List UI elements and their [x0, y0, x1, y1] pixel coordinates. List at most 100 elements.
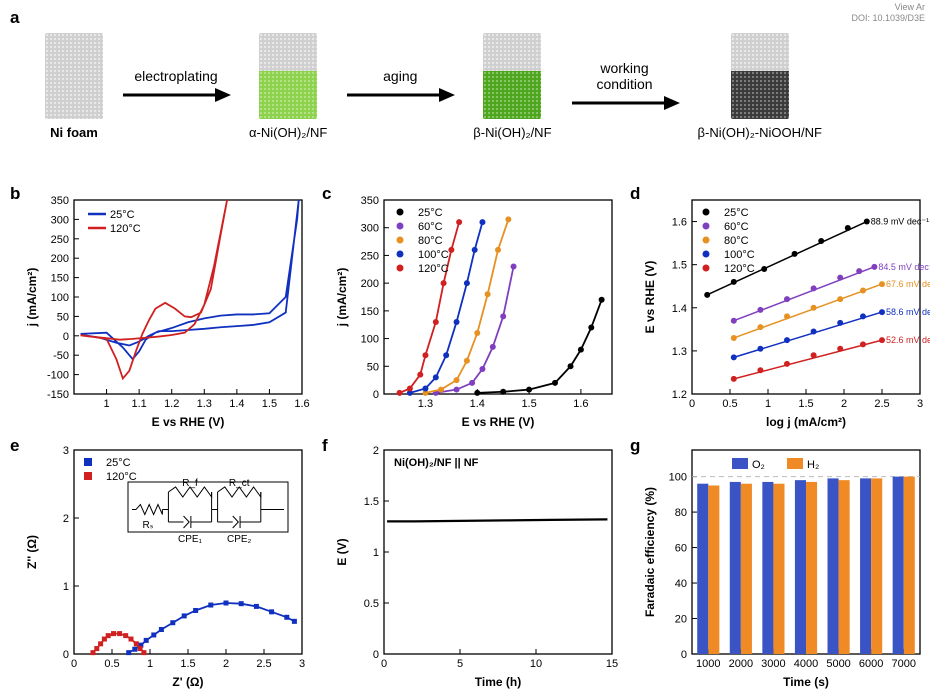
svg-text:120°C: 120°C — [418, 263, 449, 275]
arrow-label: aging — [383, 68, 417, 84]
svg-text:Faradaic efficiency (%): Faradaic efficiency (%) — [643, 487, 657, 617]
svg-text:7000: 7000 — [891, 658, 915, 670]
svg-text:H₂: H₂ — [807, 459, 819, 471]
svg-text:350: 350 — [361, 195, 379, 207]
svg-text:120°C: 120°C — [106, 471, 137, 483]
svg-text:1.5: 1.5 — [672, 260, 687, 272]
svg-text:60°C: 60°C — [724, 221, 749, 233]
svg-text:O₂: O₂ — [752, 459, 765, 471]
svg-text:Time (h): Time (h) — [475, 675, 521, 689]
label-b: b — [10, 184, 20, 204]
svg-text:1.2: 1.2 — [164, 398, 179, 410]
svg-text:250: 250 — [51, 234, 69, 246]
label-e: e — [10, 436, 19, 456]
arrow-2: working condition — [570, 60, 680, 112]
svg-text:25°C: 25°C — [724, 207, 749, 219]
svg-text:120°C: 120°C — [110, 223, 141, 235]
panel-e-chart: 00.511.522.530123Z' (Ω)Z'' (Ω)25°C120°CR… — [22, 440, 312, 690]
sample-1: α-Ni(OH)₂/NF — [249, 33, 327, 140]
svg-text:2: 2 — [223, 658, 229, 670]
svg-text:40: 40 — [675, 578, 687, 590]
svg-text:100: 100 — [361, 334, 379, 346]
svg-text:R_ct: R_ct — [229, 478, 250, 489]
svg-text:80: 80 — [675, 507, 687, 519]
svg-text:0.5: 0.5 — [364, 598, 379, 610]
svg-text:1000: 1000 — [696, 658, 720, 670]
label-d: d — [630, 184, 640, 204]
doi: DOI: 10.1039/D3E — [851, 13, 925, 24]
label-f: f — [322, 436, 328, 456]
label-c: c — [322, 184, 331, 204]
svg-text:25°C: 25°C — [110, 209, 135, 221]
figure-page: View Ar DOI: 10.1039/D3E a b c d e f g N… — [0, 0, 931, 698]
foam-icon — [483, 33, 541, 119]
svg-text:300: 300 — [361, 223, 379, 235]
svg-text:88.9 mV dec⁻¹: 88.9 mV dec⁻¹ — [871, 217, 929, 227]
panel-g-chart: 1000200030004000500060007000020406080100… — [640, 440, 930, 690]
doi-text: View Ar DOI: 10.1039/D3E — [851, 2, 925, 24]
svg-text:80°C: 80°C — [724, 235, 749, 247]
svg-text:0: 0 — [681, 649, 687, 661]
svg-text:0.5: 0.5 — [104, 658, 119, 670]
svg-text:2.5: 2.5 — [256, 658, 271, 670]
svg-text:6000: 6000 — [859, 658, 883, 670]
sample-3: β-Ni(OH)₂-NiOOH/NF — [698, 33, 822, 140]
svg-text:Time (s): Time (s) — [783, 675, 829, 689]
svg-text:E vs RHE (V): E vs RHE (V) — [643, 261, 657, 334]
svg-text:0: 0 — [381, 658, 387, 670]
svg-text:1.3: 1.3 — [672, 346, 687, 358]
arrow-label: working condition — [596, 60, 652, 92]
svg-text:100°C: 100°C — [418, 249, 449, 261]
svg-text:60: 60 — [675, 543, 687, 555]
arrow-1: aging — [345, 68, 455, 104]
svg-text:5: 5 — [457, 658, 463, 670]
sample-label: α-Ni(OH)₂/NF — [249, 125, 327, 140]
arrow-icon — [121, 86, 231, 104]
svg-text:2: 2 — [373, 445, 379, 457]
svg-text:0.5: 0.5 — [722, 398, 737, 410]
svg-text:100: 100 — [51, 292, 69, 304]
svg-text:2.5: 2.5 — [874, 398, 889, 410]
svg-text:5000: 5000 — [826, 658, 850, 670]
svg-text:60°C: 60°C — [418, 221, 443, 233]
svg-text:1.6: 1.6 — [573, 398, 588, 410]
svg-text:3: 3 — [63, 445, 69, 457]
svg-text:250: 250 — [361, 250, 379, 262]
svg-text:350: 350 — [51, 195, 69, 207]
svg-text:1.2: 1.2 — [672, 389, 687, 401]
svg-text:0: 0 — [63, 649, 69, 661]
panel-a-schematic: Ni foamelectroplatingα-Ni(OH)₂/NFagingβ-… — [45, 26, 915, 146]
svg-text:3000: 3000 — [761, 658, 785, 670]
svg-text:1.4: 1.4 — [672, 303, 687, 315]
svg-text:84.5 mV dec⁻¹: 84.5 mV dec⁻¹ — [878, 262, 930, 272]
svg-text:200: 200 — [51, 253, 69, 265]
svg-text:1.6: 1.6 — [672, 217, 687, 229]
svg-text:2: 2 — [841, 398, 847, 410]
svg-text:80°C: 80°C — [418, 235, 443, 247]
sample-label: Ni foam — [50, 125, 98, 140]
svg-text:Rₛ: Rₛ — [143, 520, 154, 531]
svg-text:0: 0 — [63, 331, 69, 343]
svg-text:1.1: 1.1 — [131, 398, 146, 410]
svg-text:120°C: 120°C — [724, 263, 755, 275]
svg-text:-50: -50 — [53, 350, 69, 362]
svg-text:0: 0 — [373, 649, 379, 661]
svg-text:1: 1 — [765, 398, 771, 410]
svg-text:j (mA/cm²): j (mA/cm²) — [335, 268, 349, 328]
svg-text:R_f: R_f — [182, 478, 198, 489]
svg-text:log j (mA/cm²): log j (mA/cm²) — [766, 415, 846, 429]
svg-text:3: 3 — [299, 658, 305, 670]
svg-text:150: 150 — [51, 273, 69, 285]
panel-c-chart: 1.31.41.51.6050100150200250300350E vs RH… — [332, 190, 622, 430]
svg-text:1.3: 1.3 — [197, 398, 212, 410]
svg-text:Ni(OH)₂/NF || NF: Ni(OH)₂/NF || NF — [394, 457, 479, 469]
svg-text:0: 0 — [71, 658, 77, 670]
svg-text:1: 1 — [104, 398, 110, 410]
svg-text:Z' (Ω): Z' (Ω) — [172, 675, 203, 689]
svg-text:10: 10 — [530, 658, 542, 670]
label-a: a — [10, 8, 19, 28]
svg-text:200: 200 — [361, 278, 379, 290]
view-article: View Ar — [851, 2, 925, 13]
svg-text:67.6 mV dec⁻¹: 67.6 mV dec⁻¹ — [886, 279, 930, 289]
svg-text:2000: 2000 — [729, 658, 753, 670]
